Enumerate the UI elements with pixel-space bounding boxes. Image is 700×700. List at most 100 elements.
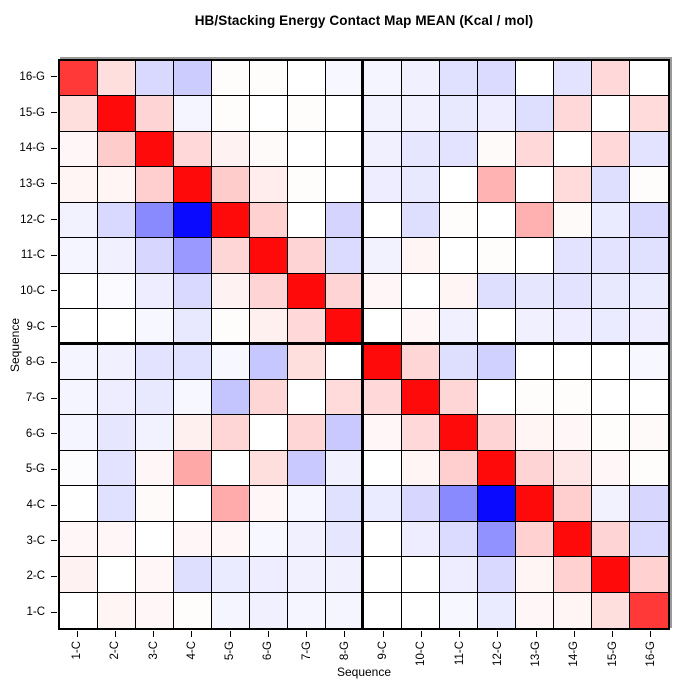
heatmap-cell-7-G-10-C bbox=[402, 379, 440, 416]
heatmap-cell-13-G-6-G bbox=[250, 167, 288, 203]
x-axis-tick bbox=[535, 631, 537, 637]
x-tick-label-14-G: 14-G bbox=[568, 641, 581, 667]
heatmap-cell-2-C-1-C bbox=[60, 557, 98, 593]
heatmap-cell-11-C-7-G bbox=[288, 238, 326, 274]
heatmap-cell-1-C-1-C bbox=[60, 592, 98, 628]
heatmap-cell-15-G-12-C bbox=[478, 96, 516, 132]
y-axis-tick bbox=[51, 540, 57, 542]
heatmap-cell-8-G-8-G bbox=[326, 344, 364, 380]
heatmap-cell-9-C-15-G bbox=[592, 309, 630, 345]
heatmap-cell-13-G-12-C bbox=[478, 167, 516, 203]
heatmap-cell-14-G-6-G bbox=[250, 131, 288, 168]
y-axis-tick bbox=[51, 290, 57, 292]
heatmap-cell-1-C-12-C bbox=[478, 592, 516, 628]
heatmap-cell-7-G-16-G bbox=[630, 379, 668, 416]
heatmap-cell-5-G-12-C bbox=[478, 450, 516, 487]
heatmap-cell-8-G-12-C bbox=[478, 344, 516, 380]
heatmap-cell-1-C-8-G bbox=[326, 592, 364, 628]
heatmap-cell-7-G-1-C bbox=[60, 379, 98, 416]
heatmap-cell-15-G-7-G bbox=[288, 96, 326, 132]
heatmap-cell-4-C-2-C bbox=[98, 486, 136, 522]
heatmap-cell-5-G-6-G bbox=[250, 450, 288, 487]
heatmap-cell-11-C-8-G bbox=[326, 238, 364, 274]
heatmap-cell-3-C-3-C bbox=[136, 521, 174, 558]
x-tick-label-16-G: 16-G bbox=[644, 641, 657, 667]
heatmap-cell-9-C-6-G bbox=[250, 309, 288, 345]
y-tick-label-15-G: 15-G bbox=[19, 106, 45, 119]
heatmap-cell-8-G-4-C bbox=[174, 344, 212, 380]
heatmap-cell-13-G-10-C bbox=[402, 167, 440, 203]
heatmap-cell-3-C-7-G bbox=[288, 521, 326, 558]
heatmap-cell-5-G-2-C bbox=[98, 450, 136, 487]
x-tick-label-1-C: 1-C bbox=[71, 641, 84, 660]
heatmap-cell-12-C-9-C bbox=[364, 202, 402, 239]
heatmap-cell-12-C-1-C bbox=[60, 202, 98, 239]
heatmap-cell-3-C-5-G bbox=[212, 521, 250, 558]
heatmap-plot-area bbox=[58, 59, 670, 630]
heatmap-cell-6-G-14-G bbox=[554, 415, 592, 451]
heatmap-cell-5-G-14-G bbox=[554, 450, 592, 487]
heatmap-cell-6-G-7-G bbox=[288, 415, 326, 451]
heatmap-cell-14-G-11-C bbox=[440, 131, 478, 168]
heatmap-cell-2-C-3-C bbox=[136, 557, 174, 593]
x-tick-label-4-C: 4-C bbox=[185, 641, 198, 660]
heatmap-cell-16-G-8-G bbox=[326, 61, 364, 97]
heatmap-cell-16-G-7-G bbox=[288, 61, 326, 97]
y-tick-label-16-G: 16-G bbox=[19, 70, 45, 83]
heatmap-cell-12-C-4-C bbox=[174, 202, 212, 239]
heatmap-cell-3-C-16-G bbox=[630, 521, 668, 558]
heatmap-cell-15-G-11-C bbox=[440, 96, 478, 132]
heatmap-cell-4-C-8-G bbox=[326, 486, 364, 522]
y-tick-label-6-G: 6-G bbox=[25, 427, 45, 440]
heatmap-cell-1-C-4-C bbox=[174, 592, 212, 628]
heatmap-cell-5-G-7-G bbox=[288, 450, 326, 487]
heatmap-cell-6-G-11-C bbox=[440, 415, 478, 451]
heatmap-cell-11-C-14-G bbox=[554, 238, 592, 274]
y-tick-label-2-C: 2-C bbox=[26, 570, 45, 583]
heatmap-cell-15-G-5-G bbox=[212, 96, 250, 132]
x-axis-tick bbox=[497, 631, 499, 637]
heatmap-cell-13-G-3-C bbox=[136, 167, 174, 203]
heatmap-cell-1-C-10-C bbox=[402, 592, 440, 628]
x-axis-tick bbox=[229, 631, 231, 637]
heatmap-cell-11-C-6-G bbox=[250, 238, 288, 274]
heatmap-cell-11-C-11-C bbox=[440, 238, 478, 274]
heatmap-cell-6-G-15-G bbox=[592, 415, 630, 451]
heatmap-cell-14-G-15-G bbox=[592, 131, 630, 168]
heatmap-cell-7-G-2-C bbox=[98, 379, 136, 416]
heatmap-cell-10-C-11-C bbox=[440, 273, 478, 310]
heatmap-cell-14-G-1-C bbox=[60, 131, 98, 168]
heatmap-cell-6-G-13-G bbox=[516, 415, 554, 451]
heatmap-cell-14-G-5-G bbox=[212, 131, 250, 168]
heatmap-cell-9-C-9-C bbox=[364, 309, 402, 345]
heatmap-cell-10-C-5-G bbox=[212, 273, 250, 310]
heatmap-cell-12-C-10-C bbox=[402, 202, 440, 239]
heatmap-cell-14-G-10-C bbox=[402, 131, 440, 168]
heatmap-cell-1-C-16-G bbox=[630, 592, 668, 628]
x-tick-label-11-C: 11-C bbox=[453, 641, 466, 666]
y-axis-tick bbox=[51, 575, 57, 577]
heatmap-cell-8-G-5-G bbox=[212, 344, 250, 380]
heatmap-cell-4-C-13-G bbox=[516, 486, 554, 522]
heatmap-cell-4-C-15-G bbox=[592, 486, 630, 522]
heatmap-cell-1-C-9-C bbox=[364, 592, 402, 628]
x-axis-tick bbox=[459, 631, 461, 637]
heatmap-cell-2-C-12-C bbox=[478, 557, 516, 593]
heatmap-cell-1-C-7-G bbox=[288, 592, 326, 628]
heatmap-cell-3-C-2-C bbox=[98, 521, 136, 558]
x-tick-label-2-C: 2-C bbox=[109, 641, 122, 660]
heatmap-cell-6-G-12-C bbox=[478, 415, 516, 451]
heatmap-cell-16-G-13-G bbox=[516, 61, 554, 97]
heatmap-cell-3-C-1-C bbox=[60, 521, 98, 558]
y-axis-tick bbox=[51, 611, 57, 613]
heatmap-cell-2-C-11-C bbox=[440, 557, 478, 593]
heatmap-cell-9-C-11-C bbox=[440, 309, 478, 345]
heatmap-cell-16-G-3-C bbox=[136, 61, 174, 97]
x-tick-label-7-G: 7-G bbox=[300, 641, 313, 661]
heatmap-cell-9-C-10-C bbox=[402, 309, 440, 345]
heatmap-cell-15-G-1-C bbox=[60, 96, 98, 132]
heatmap-cell-1-C-5-G bbox=[212, 592, 250, 628]
heatmap-cell-4-C-1-C bbox=[60, 486, 98, 522]
x-tick-label-5-G: 5-G bbox=[224, 641, 237, 661]
heatmap-cell-13-G-8-G bbox=[326, 167, 364, 203]
